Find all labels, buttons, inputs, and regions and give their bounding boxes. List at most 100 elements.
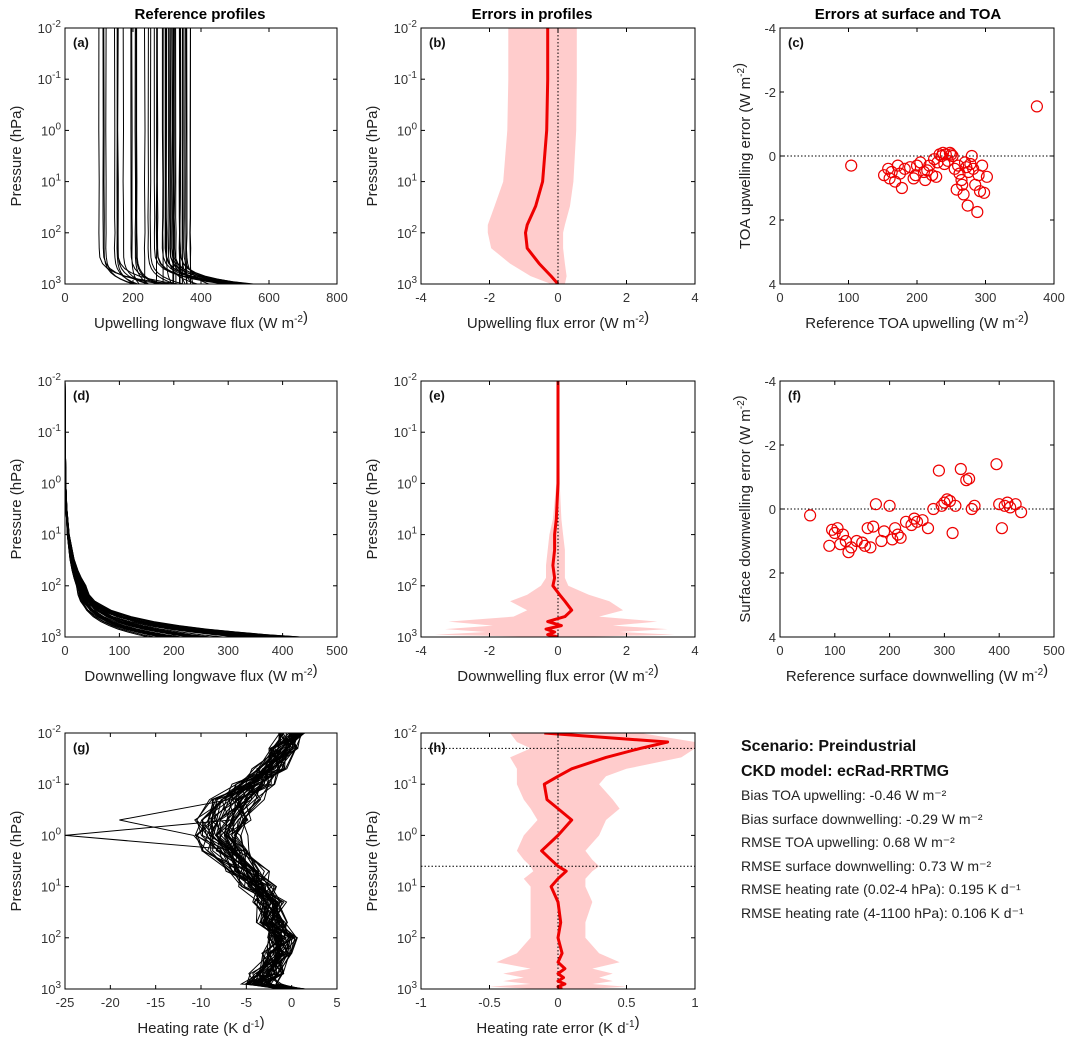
scatter-point <box>956 178 969 191</box>
scenario-label: Scenario: Preindustrial <box>741 738 917 755</box>
error-band-b <box>487 28 577 284</box>
y-tick-label: 4 <box>769 277 776 292</box>
y-tick-label: 102 <box>397 224 417 241</box>
scatter-point <box>867 520 880 533</box>
scatter-point <box>877 525 891 538</box>
x-axis-label: Heating rate (K d-1) <box>137 1014 264 1037</box>
scatter-point <box>908 512 921 525</box>
x-axis-label: Upwelling longwave flux (W m-2) <box>94 309 308 332</box>
y-axis-label: Pressure (hPa) <box>8 106 25 207</box>
plot-area-e <box>434 381 675 637</box>
mean-error-line-b <box>524 28 560 284</box>
panel-c: 0 100 200 300 400 -4 -2 0 2 4 Reference TOA upwell… <box>731 21 1065 332</box>
scatter-point <box>823 539 836 552</box>
x-axis-label: Upwelling flux error (W m-2) <box>467 309 649 332</box>
profile-line <box>65 381 301 637</box>
panel-label: (g) <box>73 740 90 755</box>
x-tick-label: 500 <box>1043 643 1065 658</box>
panel-a: 0 200 400 600 800 10-2 10-1 100 101 102 103 Upwelli… <box>8 19 348 332</box>
x-tick-label: 400 <box>988 643 1010 658</box>
plot-area-b <box>487 28 577 284</box>
y-tick-label: 100 <box>41 826 61 843</box>
panel-label: (e) <box>429 388 445 403</box>
y-tick-label: -4 <box>764 21 776 36</box>
x-tick-label: 100 <box>838 290 860 305</box>
profile-line <box>169 28 247 284</box>
y-tick-label: 10-2 <box>394 724 418 741</box>
profile-line <box>162 28 164 284</box>
y-tick-label: 100 <box>41 474 61 491</box>
profile-line <box>65 381 272 637</box>
y-tick-label: 2 <box>769 213 776 228</box>
scatter-point <box>898 162 911 175</box>
panels: 0 200 400 600 80010-210-1100101102103Upwelli… <box>8 19 1065 1037</box>
stat-bias-surface: Bias surface downwelling: -0.29 W m⁻² <box>741 810 983 827</box>
y-tick-label: 102 <box>41 929 61 946</box>
x-tick-label: 100 <box>109 643 131 658</box>
scatter-point <box>930 170 943 183</box>
scatter-point <box>965 502 978 516</box>
profile-line <box>195 733 301 989</box>
scatter-point <box>946 526 959 540</box>
scatter-point <box>927 502 940 516</box>
y-tick-label: 101 <box>397 173 417 190</box>
x-tick-label: -4 <box>415 643 427 658</box>
profile-line <box>65 381 295 637</box>
y-tick-label: 0 <box>769 502 776 517</box>
x-axis-label: Downwelling flux error (W m-2) <box>457 662 658 685</box>
scatter-point <box>938 157 951 171</box>
panel-d: 0 100 200 300 400 500 10-2 10-1 100 101 102 103 Down… <box>8 372 348 685</box>
profile-line <box>134 28 149 284</box>
scatter-point <box>907 172 920 185</box>
profile-line <box>178 28 181 284</box>
scatter-point <box>946 149 959 163</box>
scatter-point <box>932 464 946 477</box>
y-axis-label: Pressure (hPa) <box>364 459 381 560</box>
scatter-point <box>803 509 817 522</box>
y-axis-label: Pressure (hPa) <box>364 106 381 207</box>
axes-frame-d <box>64 380 338 638</box>
column-title-errors: Errors in profiles <box>472 6 593 23</box>
stat-rmse-heating-lower: RMSE heating rate (4-1100 hPa): 0.106 K … <box>741 904 1024 921</box>
x-tick-label: 0 <box>776 290 783 305</box>
x-tick-label: -15 <box>146 995 165 1010</box>
y-axis-label: Pressure (hPa) <box>364 811 381 912</box>
profile-line <box>65 381 294 637</box>
y-tick-label: 102 <box>41 224 61 241</box>
scatter-point <box>954 462 967 476</box>
scatter-point <box>965 149 978 163</box>
profile-line <box>65 381 271 637</box>
panel-h: -1 -0.5 0 0.5 1 10-2 10-1 100 101 102 103 Heating r… <box>364 724 699 1037</box>
y-tick-label: -4 <box>764 374 776 389</box>
scatter-point <box>995 522 1009 535</box>
x-axis-label: Reference TOA upwelling (W m-2) <box>805 309 1028 332</box>
profile-line <box>65 381 268 637</box>
y-tick-label: 102 <box>397 929 417 946</box>
scatter-point <box>980 170 994 183</box>
y-tick-label: 10-2 <box>394 372 418 389</box>
axes-frame-g <box>64 732 338 990</box>
mean-error-line-e <box>544 381 574 637</box>
y-tick-label: 10-1 <box>394 70 418 87</box>
profile-line <box>230 733 296 989</box>
profile-line <box>65 381 270 637</box>
profile-line <box>210 733 299 989</box>
x-axis-label: Heating rate error (K d-1) <box>476 1014 639 1037</box>
scatter-point <box>910 515 924 528</box>
x-tick-label: 0 <box>554 995 561 1010</box>
profile-line <box>164 28 238 284</box>
mean-error-line-h <box>540 733 670 989</box>
y-tick-label: 4 <box>769 630 776 645</box>
panel-g: -25 -20 -15 -10 -5 0 5 10-2 10-1 100 101 102 103 Heat… <box>8 724 341 1037</box>
x-tick-label: 300 <box>217 643 239 658</box>
profile-line <box>65 381 254 637</box>
y-tick-label: 10-2 <box>38 19 62 36</box>
x-tick-label: -25 <box>56 995 75 1010</box>
profile-line <box>117 28 149 284</box>
profile-line <box>65 381 149 637</box>
y-tick-label: 103 <box>41 275 61 292</box>
x-tick-label: -10 <box>192 995 211 1010</box>
y-axis-label: Surface downwelling error (W m-2) <box>731 395 754 622</box>
scatter-point <box>948 162 961 175</box>
x-tick-label: -2 <box>484 290 496 305</box>
